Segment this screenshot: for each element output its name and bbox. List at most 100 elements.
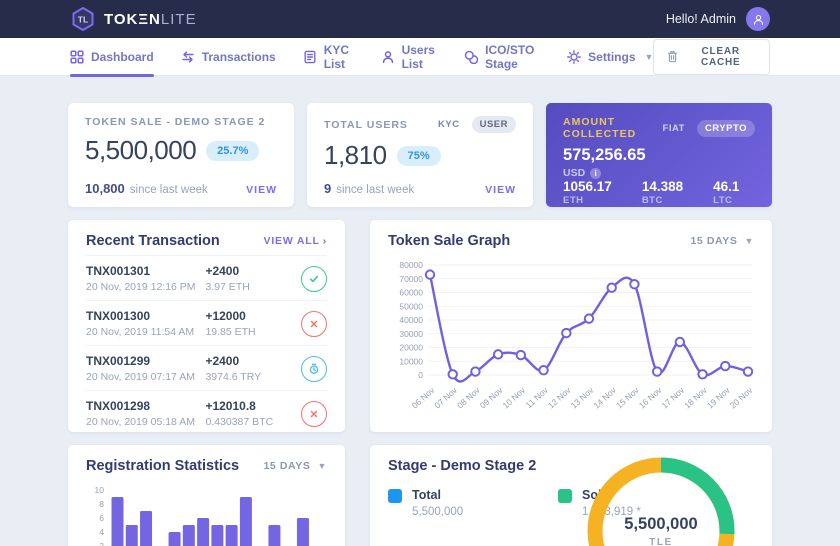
chevron-down-icon: ▼ — [644, 51, 654, 62]
user-icon — [381, 50, 395, 64]
main-nav: Dashboard Transactions KYC List Users Li… — [0, 38, 840, 77]
info-icon[interactable]: i — [590, 167, 602, 179]
nav-label: ICO/STO Stage — [485, 42, 535, 71]
btc-value: 14.388 — [641, 179, 684, 194]
nav-item-settings[interactable]: Settings ▼ — [567, 38, 653, 75]
transaction-row[interactable]: TNX001298 20 Nov, 2019 05:18 AM +12010.8 0… — [86, 390, 327, 435]
view-all-link[interactable]: VIEW ALL › — [264, 235, 327, 247]
status-failed-icon — [301, 310, 327, 337]
svg-text:19 Nov: 19 Nov — [705, 385, 732, 411]
ltc-amount: 46.1 LTC — [713, 179, 739, 206]
token-sale-graph-title: Token Sale Graph — [388, 233, 511, 249]
tx-amount: +12010.8 — [205, 399, 256, 413]
amount-collected-value: 575,256.65 — [563, 146, 646, 164]
tx-date: 20 Nov, 2019 11:54 AM — [86, 326, 195, 338]
total-users-delta-note: since last week — [336, 184, 415, 196]
donut-unit-label: TLE — [649, 536, 673, 546]
brand[interactable]: TL TOKΞNLITE — [70, 6, 197, 32]
amount-collected-card: AMOUNT COLLECTED FIAT CRYPTO 575,256.65 … — [546, 103, 772, 207]
svg-text:20000: 20000 — [399, 343, 423, 353]
svg-text:16 Nov: 16 Nov — [637, 385, 664, 411]
top-app-bar: TL TOKΞNLITE Hello! Admin — [0, 0, 840, 38]
eth-value: 1056.17 — [563, 179, 612, 194]
legend-swatch-total — [388, 489, 402, 503]
svg-text:08 Nov: 08 Nov — [455, 385, 482, 411]
total-users-value: 1,810 — [324, 140, 387, 170]
stage-card: Stage - Demo Stage 2 Total 5,500,000 Sold… — [370, 445, 772, 546]
svg-text:17 Nov: 17 Nov — [659, 385, 686, 411]
status-failed-icon — [301, 400, 327, 427]
total-users-view-link[interactable]: VIEW — [485, 184, 516, 196]
donut-total-value: 5,500,000 — [624, 514, 698, 533]
ltc-value: 46.1 — [713, 179, 740, 194]
tx-converted: 0.430387 BTC — [205, 416, 274, 428]
svg-text:10: 10 — [95, 485, 105, 495]
svg-text:15 Nov: 15 Nov — [614, 385, 641, 411]
user-avatar[interactable] — [746, 7, 770, 31]
token-sale-delta-note: since last week — [129, 184, 208, 196]
greeting-text: Hello! Admin — [665, 12, 736, 26]
svg-text:07 Nov: 07 Nov — [432, 385, 459, 411]
nav-item-users-list[interactable]: Users List — [381, 38, 438, 75]
registration-statistics-card: Registration Statistics 15 DAYS ▼ 10 8 6 4 2 — [68, 445, 345, 546]
stage-donut-chart: 5,500,000 TLE — [586, 456, 736, 546]
tx-date: 20 Nov, 2019 05:18 AM — [86, 416, 195, 428]
status-success-icon — [301, 265, 327, 292]
token-sale-graph-card: Token Sale Graph 15 DAYS ▼ 80000 70000 6000… — [370, 220, 772, 432]
coins-icon — [464, 50, 479, 64]
kyc-tab[interactable]: KYC — [438, 119, 460, 130]
user-tab[interactable]: USER — [471, 116, 516, 133]
token-sale-view-link[interactable]: VIEW — [246, 184, 277, 196]
nav-item-ico-sto-stage[interactable]: ICO/STO Stage — [464, 38, 540, 75]
token-sale-line-chart: 80000 70000 60000 50000 40000 30000 20000 10000… — [399, 260, 755, 411]
bar-chart-period-dropdown[interactable]: 15 DAYS ▼ — [263, 460, 327, 472]
nav-label: Users List — [401, 42, 435, 71]
svg-text:13 Nov: 13 Nov — [569, 385, 596, 411]
token-sale-badge: 25.7% — [206, 140, 260, 161]
btc-amount: 14.388 BTC — [642, 179, 683, 206]
fiat-tab[interactable]: FIAT — [662, 122, 685, 134]
line-chart-period-dropdown[interactable]: 15 DAYS ▼ — [690, 235, 754, 247]
status-pending-icon — [301, 355, 327, 382]
nav-item-transactions[interactable]: Transactions — [181, 38, 276, 75]
svg-text:0: 0 — [418, 370, 423, 380]
tx-amount: +12000 — [205, 309, 246, 323]
transaction-row[interactable]: TNX001301 20 Nov, 2019 12:16 PM +2400 3.97… — [86, 255, 327, 300]
eth-unit: ETH — [563, 195, 584, 206]
chevron-down-icon: ▼ — [744, 236, 754, 246]
total-users-badge: 75% — [396, 145, 441, 166]
registration-statistics-title: Registration Statistics — [86, 458, 240, 474]
nav-item-kyc-list[interactable]: KYC List — [303, 38, 354, 75]
svg-text:50000: 50000 — [399, 301, 423, 311]
svg-text:40000: 40000 — [399, 315, 423, 325]
tx-id: TNX001299 — [86, 354, 151, 368]
total-users-delta: 9 — [324, 181, 332, 196]
svg-text:14 Nov: 14 Nov — [591, 385, 618, 411]
clear-cache-button[interactable]: CLEAR CACHE — [653, 38, 770, 75]
tokenlite-logo-icon: TL — [72, 7, 94, 31]
tx-id: TNX001301 — [86, 264, 151, 278]
nav-label: Dashboard — [91, 49, 154, 64]
svg-text:09 Nov: 09 Nov — [478, 385, 505, 411]
total-users-card: TOTAL USERS KYC USER 1,810 75% 9 since l… — [307, 103, 533, 207]
transaction-row[interactable]: TNX001300 20 Nov, 2019 11:54 AM +12000 19.… — [86, 300, 327, 345]
recent-transactions-title: Recent Transaction — [86, 233, 220, 249]
legend-item-total: Total 5,500,000 — [388, 488, 548, 546]
main-content: TOKEN SALE - DEMO STAGE 2 5,500,000 25.7… — [0, 76, 840, 546]
legend-label: Total — [412, 488, 441, 502]
transaction-row[interactable]: TNX001299 20 Nov, 2019 07:17 AM +2400 3974… — [86, 345, 327, 390]
token-sale-card: TOKEN SALE - DEMO STAGE 2 5,500,000 25.7… — [68, 103, 294, 207]
clear-cache-label: CLEAR CACHE — [700, 45, 741, 68]
crypto-tab[interactable]: CRYPTO — [696, 119, 755, 137]
eth-amount: 1056.17 ETH — [563, 179, 612, 206]
legend-value: 5,500,000 — [412, 506, 464, 518]
nav-item-dashboard[interactable]: Dashboard — [70, 38, 154, 77]
tx-converted: 19.85 ETH — [205, 326, 256, 338]
view-all-label: VIEW ALL — [263, 235, 320, 247]
stage-title: Stage - Demo Stage 2 — [388, 458, 537, 474]
period-label: 15 DAYS — [263, 460, 311, 472]
total-users-title: TOTAL USERS — [324, 118, 408, 131]
brand-bold: TOKΞN — [104, 10, 161, 28]
svg-text:12 Nov: 12 Nov — [546, 385, 573, 411]
